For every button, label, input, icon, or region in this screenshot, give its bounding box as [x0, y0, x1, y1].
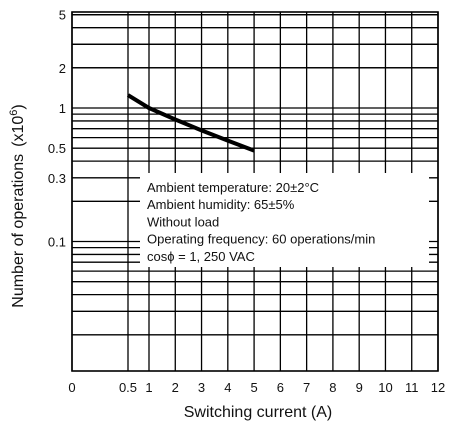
y-axis-label-unit-exponent: 6 — [8, 110, 20, 116]
annotation-line: Ambient temperature: 20±2°C — [147, 180, 319, 195]
x-tick-label: 0 — [68, 380, 75, 395]
x-axis-label: Switching current (A) — [184, 404, 333, 421]
annotation-line: Without load — [147, 214, 219, 229]
y-tick-label: 0.3 — [48, 171, 66, 186]
y-axis-label-unit: (x10 — [10, 116, 27, 147]
y-axis-label-text: Number of operations — [10, 154, 27, 308]
x-tick-label: 11 — [405, 380, 419, 395]
y-axis-label-unit-close: ) — [10, 104, 27, 109]
annotation-line: Operating frequency: 60 operations/min — [147, 232, 375, 247]
x-tick-label: 4 — [224, 380, 231, 395]
y-tick-label: 0.5 — [48, 141, 66, 156]
x-tick-label: 6 — [277, 380, 284, 395]
y-tick-label: 5 — [59, 8, 66, 23]
x-tick-label: 8 — [329, 380, 336, 395]
x-tick-label: 7 — [303, 380, 310, 395]
x-tick-label: 0.5 — [119, 380, 137, 395]
x-tick-labels: 0 0.5 1 2 3 4 5 6 7 8 9 10 11 12 — [68, 380, 445, 395]
chart-series — [126, 93, 255, 153]
x-tick-label: 3 — [198, 380, 205, 395]
annotation-line: Ambient humidity: 65±5% — [147, 197, 295, 212]
x-tick-label: 12 — [431, 380, 445, 395]
x-tick-label: 2 — [172, 380, 179, 395]
y-tick-labels: 5 2 1 0.5 0.3 0.1 — [48, 8, 66, 250]
y-tick-label: 1 — [59, 101, 66, 116]
y-axis-label: Number of operations (x106) — [8, 104, 27, 307]
annotation-background — [140, 173, 429, 267]
x-tick-label: 10 — [378, 380, 392, 395]
series-line — [126, 93, 255, 153]
x-tick-label: 5 — [250, 380, 257, 395]
annotation-line: cosϕ = 1, 250 VAC — [147, 249, 255, 264]
y-tick-label: 0.1 — [48, 235, 66, 250]
y-tick-label: 2 — [59, 61, 66, 76]
chart-annotation: Ambient temperature: 20±2°C Ambient humid… — [140, 173, 429, 267]
x-tick-label: 1 — [145, 380, 152, 395]
x-tick-label: 9 — [356, 380, 363, 395]
